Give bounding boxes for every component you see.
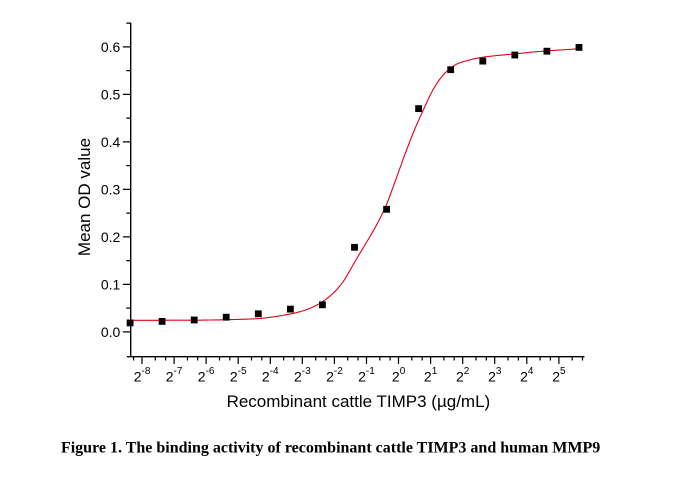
svg-text:2-5: 2-5 xyxy=(230,366,247,384)
svg-text:24: 24 xyxy=(520,366,534,384)
svg-text:2-2: 2-2 xyxy=(326,366,343,384)
svg-text:0.0: 0.0 xyxy=(101,324,121,340)
svg-text:Recombinant cattle TIMP3 (µg/m: Recombinant cattle TIMP3 (µg/mL) xyxy=(227,392,491,411)
svg-text:2-4: 2-4 xyxy=(262,366,279,384)
svg-text:2-8: 2-8 xyxy=(134,366,151,384)
svg-text:0.6: 0.6 xyxy=(101,39,121,55)
svg-text:25: 25 xyxy=(552,366,566,384)
svg-text:0.2: 0.2 xyxy=(101,229,121,245)
svg-text:Figure 1. The binding activity: Figure 1. The binding activity of recomb… xyxy=(61,440,600,457)
svg-text:Mean OD value: Mean OD value xyxy=(75,138,94,256)
svg-text:20: 20 xyxy=(392,366,406,384)
svg-text:0.3: 0.3 xyxy=(101,181,121,197)
svg-text:21: 21 xyxy=(424,366,438,384)
svg-text:2-1: 2-1 xyxy=(358,366,375,384)
svg-text:22: 22 xyxy=(456,366,470,384)
svg-text:2-3: 2-3 xyxy=(294,366,311,384)
svg-text:23: 23 xyxy=(488,366,502,384)
svg-text:0.5: 0.5 xyxy=(101,86,121,102)
svg-text:2-6: 2-6 xyxy=(198,366,215,384)
svg-text:0.4: 0.4 xyxy=(101,134,121,150)
svg-text:0.1: 0.1 xyxy=(101,276,121,292)
svg-text:2-7: 2-7 xyxy=(166,366,183,384)
